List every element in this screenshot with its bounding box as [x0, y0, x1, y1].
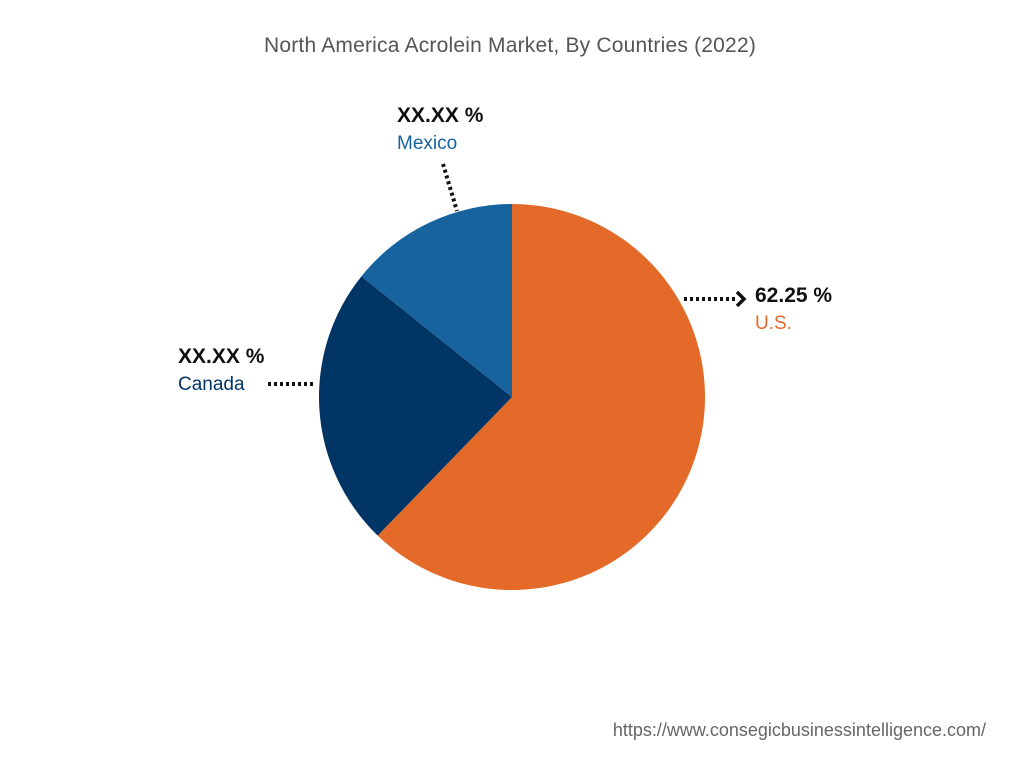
callout-canada: XX.XX % Canada	[178, 344, 264, 397]
data-label-us-name: U.S.	[755, 313, 792, 335]
data-label-mexico-value: XX.XX %	[397, 104, 484, 127]
data-label-canada-name: Canada	[178, 374, 245, 396]
callout-us: 62.25 % U.S.	[755, 283, 832, 336]
leader-line-mexico	[441, 163, 459, 212]
data-label-mexico-name: Mexico	[397, 133, 458, 155]
pie-slice-mexico	[361, 204, 512, 397]
chart-title: North America Acrolein Market, By Countr…	[263, 34, 757, 57]
pie-slice-canada	[319, 276, 512, 536]
data-label-us-value: 62.25 %	[755, 284, 833, 307]
source-url: https://www.consegicbusinessintelligence…	[612, 720, 986, 740]
pie-slice-us	[377, 204, 705, 591]
callout-mexico: XX.XX % Mexico	[397, 103, 483, 156]
data-label-canada-value: XX.XX %	[178, 345, 265, 368]
arrow-head-us	[735, 290, 747, 308]
